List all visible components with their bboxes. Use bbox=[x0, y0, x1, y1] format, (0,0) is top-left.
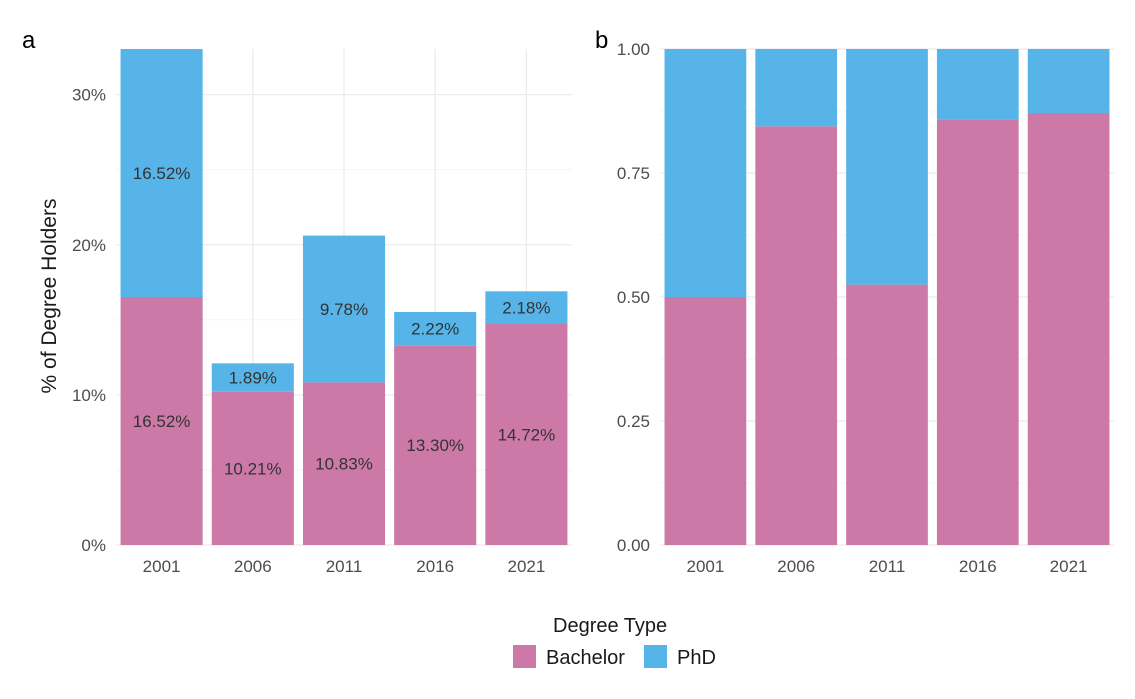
panel-b-y-tick-label: 0.75 bbox=[617, 164, 650, 183]
panel-a-bars bbox=[120, 49, 568, 545]
panel-b-y-tick-label: 1.00 bbox=[617, 40, 650, 59]
legend-swatch-phd bbox=[644, 645, 667, 668]
panel-a-bar-bachelor-2016 bbox=[394, 345, 477, 545]
panel-b: b 0.000.250.500.751.00 2001 2006 2011 2016 2… bbox=[595, 27, 1114, 576]
panel-a-x-tick-label: 2006 bbox=[234, 557, 272, 576]
panel-b-bar-bachelor-2016 bbox=[936, 119, 1019, 545]
panel-b-y-ticks: 0.00 0.25 0.50 0.75 1.00 bbox=[617, 40, 650, 555]
panel-b-x-tick-label: 2006 bbox=[777, 557, 815, 576]
panel-b-bar-phd-2006 bbox=[755, 49, 838, 127]
panel-a-data-label-bachelor-2016: 13.30% bbox=[406, 436, 464, 455]
panel-a-x-tick-label: 2001 bbox=[143, 557, 181, 576]
panel-b-label: b bbox=[595, 27, 608, 54]
panel-a-bar-phd-2021 bbox=[485, 291, 568, 325]
panel-a-bar-phd-2006 bbox=[211, 363, 294, 392]
panel-a-bar-phd-2011 bbox=[302, 235, 386, 383]
panel-b-x-ticks: 2001 2006 2011 2016 2021 bbox=[686, 557, 1087, 576]
panel-a-data-label-bachelor-2021: 14.72% bbox=[498, 426, 556, 445]
panel-a-bar-bachelor-2001 bbox=[120, 297, 203, 545]
panel-a-data-label-bachelor-2001: 16.52% bbox=[133, 412, 191, 431]
panel-b-bar-bachelor-2021 bbox=[1027, 112, 1110, 545]
panel-b-x-tick-label: 2016 bbox=[959, 557, 997, 576]
legend-title: Degree Type bbox=[553, 615, 667, 637]
panel-a-data-label-bachelor-2011: 10.83% bbox=[315, 455, 373, 474]
panel-a-y-ticks: 0% 10% 20% 30% bbox=[72, 86, 106, 555]
panel-b-bar-phd-2016 bbox=[936, 49, 1019, 120]
panel-b-bars bbox=[664, 49, 1110, 545]
panel-a-label: a bbox=[22, 27, 36, 54]
panel-b-y-tick-label: 0.50 bbox=[617, 288, 650, 307]
panel-b-x-tick-label: 2021 bbox=[1050, 557, 1088, 576]
panel-a-data-labels: 16.52% 16.52% 10.21% 1.89% 10.83% 9.78% 13.30%… bbox=[133, 164, 555, 478]
panel-b-x-tick-label: 2001 bbox=[686, 557, 724, 576]
panel-b-bar-bachelor-2011 bbox=[846, 284, 928, 545]
panel-a-x-tick-label: 2016 bbox=[416, 557, 454, 576]
panel-b-y-tick-label: 0.00 bbox=[617, 536, 650, 555]
panel-a-data-label-phd-2016: 2.22% bbox=[411, 320, 459, 339]
panel-a-x-tick-label: 2011 bbox=[326, 557, 363, 576]
panel-a-y-tick-label: 10% bbox=[72, 386, 106, 405]
panel-a-x-tick-label: 2021 bbox=[507, 557, 545, 576]
panel-a-y-tick-label: 30% bbox=[72, 86, 106, 105]
panel-a: a 16.52% 16.52% 10.21% 1.89% 10.83% 9.78% 13.3… bbox=[22, 27, 572, 576]
panel-b-bar-phd-2011 bbox=[846, 49, 928, 285]
panel-a-x-ticks: 2001 2006 2011 2016 2021 bbox=[143, 557, 546, 576]
panel-b-y-tick-label: 0.25 bbox=[617, 412, 650, 431]
panel-a-bar-bachelor-2021 bbox=[485, 324, 568, 545]
legend: Degree Type Bachelor PhD bbox=[513, 615, 716, 669]
panel-a-data-label-bachelor-2006: 10.21% bbox=[224, 459, 282, 478]
panel-b-bar-phd-2021 bbox=[1027, 49, 1110, 113]
panel-a-bar-bachelor-2006 bbox=[211, 391, 294, 545]
legend-swatch-bachelor bbox=[513, 645, 536, 668]
panel-a-bar-bachelor-2011 bbox=[302, 382, 386, 545]
legend-label-phd: PhD bbox=[677, 647, 716, 669]
panel-a-data-label-phd-2011: 9.78% bbox=[320, 300, 368, 319]
panel-b-bar-phd-2001 bbox=[664, 49, 747, 297]
panel-a-bar-phd-2016 bbox=[394, 312, 477, 346]
panel-a-y-axis-label: % of Degree Holders bbox=[38, 199, 61, 394]
panel-a-data-label-phd-2006: 1.89% bbox=[229, 369, 277, 388]
panel-b-bar-bachelor-2001 bbox=[664, 297, 747, 545]
panel-a-data-label-phd-2021: 2.18% bbox=[502, 299, 550, 318]
panel-b-x-tick-label: 2011 bbox=[869, 557, 906, 576]
panel-b-bar-bachelor-2006 bbox=[755, 126, 838, 545]
panel-a-y-tick-label: 0% bbox=[81, 536, 106, 555]
panel-a-y-tick-label: 20% bbox=[72, 236, 106, 255]
panel-a-data-label-phd-2001: 16.52% bbox=[133, 164, 191, 183]
legend-label-bachelor: Bachelor bbox=[546, 647, 625, 669]
panel-a-bar-phd-2001 bbox=[120, 49, 203, 297]
